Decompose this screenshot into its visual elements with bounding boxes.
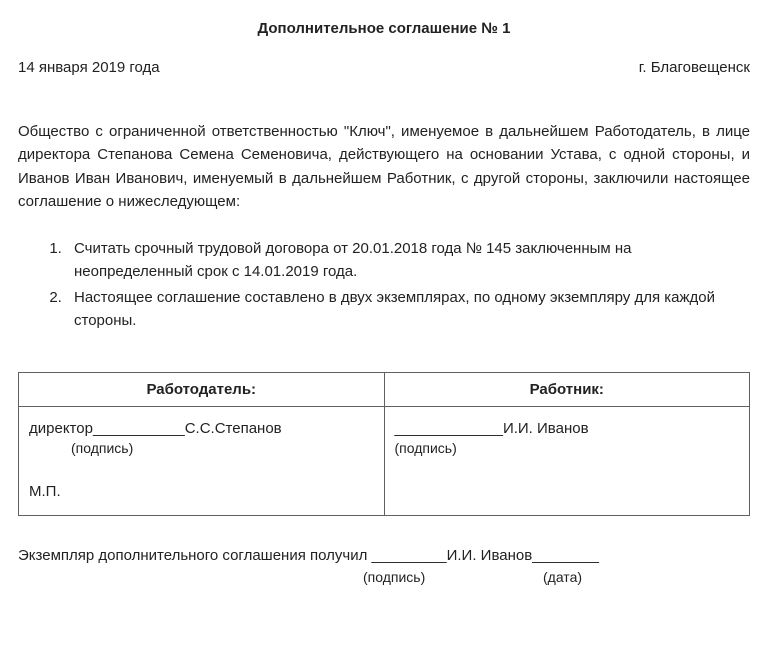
- employer-subline: (подпись): [71, 438, 374, 460]
- employee-sign-line: _____________: [395, 420, 503, 437]
- employer-header: Работодатель:: [19, 373, 385, 407]
- receipt-sign-line: _________: [372, 547, 447, 564]
- document-city: г. Благовещенск: [639, 59, 750, 76]
- receipt-sub-gap: [483, 567, 543, 589]
- document-title: Дополнительное соглашение № 1: [18, 20, 750, 37]
- preamble: Общество с ограниченной ответственностью…: [18, 120, 750, 213]
- employee-cell: _____________И.И. Иванов (подпись): [384, 407, 750, 516]
- clause-2: Настоящее соглашение составлено в двух э…: [66, 286, 750, 333]
- receipt-text: Экземпляр дополнительного соглашения пол…: [18, 547, 367, 564]
- receipt-sub-sign: (подпись): [363, 567, 483, 589]
- receipt-date-line: ________: [532, 547, 599, 564]
- employee-header: Работник:: [384, 373, 750, 407]
- clause-list: Считать срочный трудовой договора от 20.…: [18, 237, 750, 332]
- signature-table: Работодатель: Работник: директор________…: [18, 372, 750, 516]
- employee-subline: (подпись): [395, 438, 740, 460]
- employer-name: С.С.Степанов: [185, 420, 282, 437]
- clause-1: Считать срочный трудовой договора от 20.…: [66, 237, 750, 284]
- document-date: 14 января 2019 года: [18, 59, 160, 76]
- employer-role: директор: [29, 420, 93, 437]
- receipt-line: Экземпляр дополнительного соглашения пол…: [18, 544, 750, 589]
- employer-cell: директор___________С.С.Степанов (подпись…: [19, 407, 385, 516]
- document-page: Дополнительное соглашение № 1 14 января …: [0, 0, 768, 609]
- receipt-sublabels: (подпись) (дата): [363, 567, 750, 589]
- employer-mp: М.П.: [29, 480, 374, 503]
- employee-name: И.И. Иванов: [503, 420, 589, 437]
- receipt-sub-date: (дата): [543, 567, 582, 589]
- receipt-name: И.И. Иванов: [447, 547, 533, 564]
- meta-row: 14 января 2019 года г. Благовещенск: [18, 59, 750, 76]
- employer-sign-line: ___________: [93, 420, 185, 437]
